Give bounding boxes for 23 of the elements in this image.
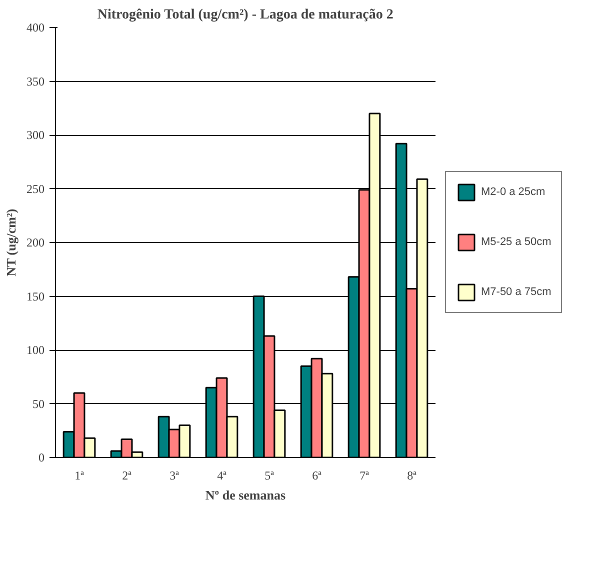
y-tick-label: 50 [32,396,44,411]
y-tick-label: 250 [26,182,44,196]
x-tick-label: 4ª [217,468,228,482]
legend-label: M5-25 a 50cm [481,236,552,248]
chart-title: Nitrogênio Total (ug/cm²) - Lagoa de maturação 2 [97,8,394,22]
y-tick-label: 150 [26,289,44,304]
y-tick-label: 300 [26,128,44,142]
y-tick-label: 400 [26,20,44,34]
x-tick-label: 1ª [74,468,85,482]
y-tick-label: 0 [38,450,44,464]
y-tick-label: 350 [26,74,44,88]
legend-label: M7-50 a 75cm [481,286,552,298]
x-axis-title: Nº de semanas [205,488,286,502]
x-tick-label: 8ª [407,468,418,482]
x-tick-label: 6ª [312,468,322,482]
y-tick-label: 100 [26,343,44,357]
x-tick-label: 3ª [170,468,180,482]
x-tick-label: 7ª [360,468,370,482]
legend-label: M2-0 a 25cm [481,186,546,198]
x-tick-label: 5ª [264,468,275,482]
y-tick-label: 200 [26,236,44,250]
y-axis-title: NT (ug/cm²) [4,208,18,276]
x-tick-label: 2ª [122,468,132,482]
